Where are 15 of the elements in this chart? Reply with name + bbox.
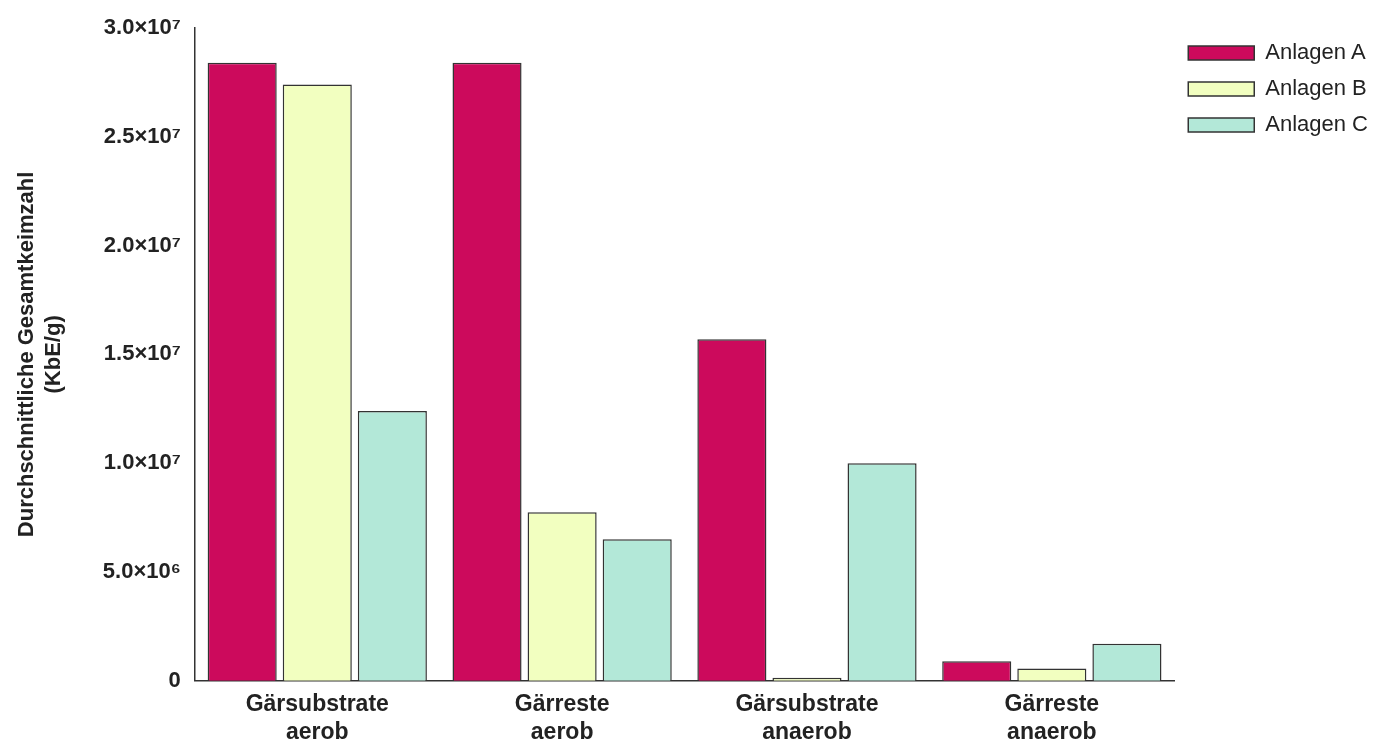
y-tick-label: 1.5×10⁷ [103,340,181,366]
y-tick-label: 1.0×10⁷ [103,449,181,475]
y-tick-label: 3.0×10⁷ [103,14,181,40]
x-tick-label: Gärsubstrate aerob [245,689,389,744]
x-tick-label: Gärreste aerob [514,689,610,744]
y-tick-label: 2.5×10⁷ [103,122,181,148]
y-tick-label: 5.0×10⁶ [102,558,181,584]
y-tick-label: 2.0×10⁷ [103,231,181,257]
legend-label: Anlagen B [1265,75,1367,101]
x-tick-label: Gärsubstrate anaerob [735,689,879,744]
legend-label: Anlagen C [1265,111,1369,137]
legend-label: Anlagen A [1265,39,1366,65]
y-axis-title: Durchschnittliche Gesamtkeimzahl (KbE/g) [13,171,65,538]
y-tick-label: 0 [168,666,181,692]
x-tick-label: Gärreste anaerob [1004,689,1100,744]
